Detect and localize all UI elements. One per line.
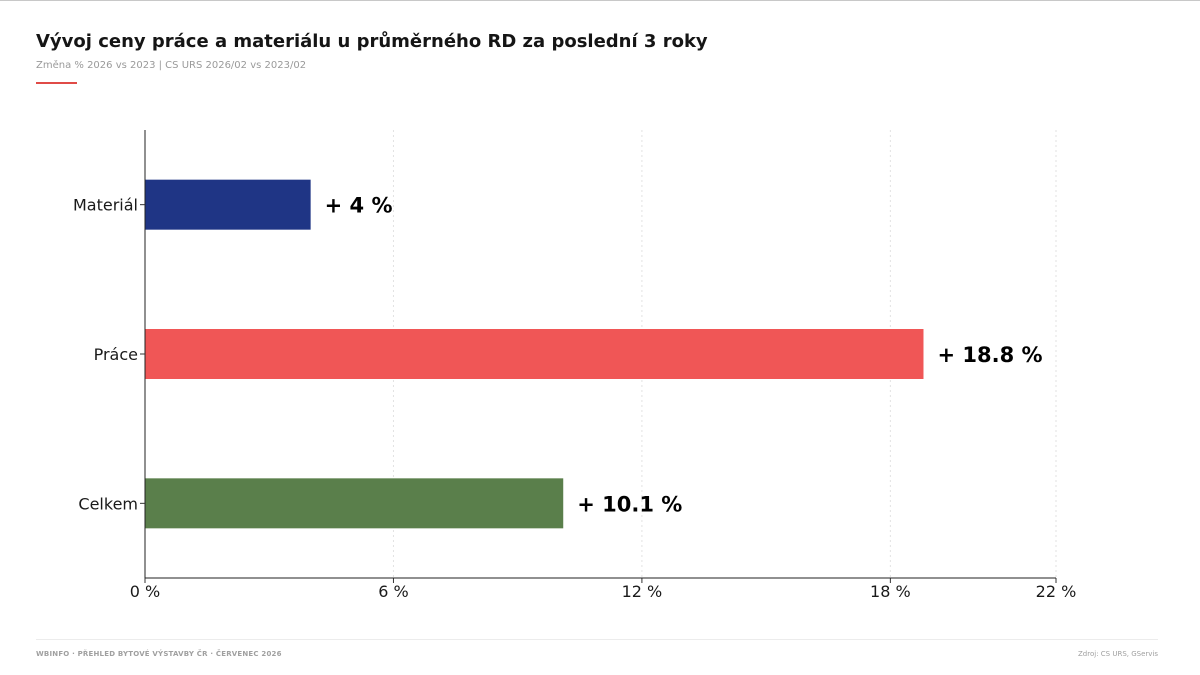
data-label: + 18.8 % xyxy=(937,343,1042,367)
category-label: Celkem xyxy=(78,494,138,513)
title-accent-rule xyxy=(36,82,77,84)
x-tick-label: 18 % xyxy=(870,582,911,601)
x-tick-label: 0 % xyxy=(130,582,160,601)
x-tick-label: 22 % xyxy=(1036,582,1077,601)
category-label: Práce xyxy=(94,345,138,364)
chart-bars xyxy=(145,179,924,529)
x-tick-label: 12 % xyxy=(622,582,663,601)
x-tick-label: 6 % xyxy=(378,582,408,601)
data-label: + 4 % xyxy=(325,194,393,218)
chart-title: Vývoj ceny práce a materiálu u průměrnéh… xyxy=(36,31,708,52)
footer-divider xyxy=(36,639,1158,640)
bar-2 xyxy=(145,329,924,379)
footer-source: Zdroj: CS URS, GServis xyxy=(1078,650,1158,658)
data-label: + 10.1 % xyxy=(577,492,682,516)
footer-publication: WBINFO · PŘEHLED BYTOVÉ VÝSTAVBY ČR · ČE… xyxy=(36,650,282,658)
bar-3 xyxy=(145,478,564,529)
bar-1 xyxy=(145,179,311,230)
chart-subtitle: Změna % 2026 vs 2023 | CS URS 2026/02 vs… xyxy=(36,60,307,71)
category-label: Materiál xyxy=(73,196,138,215)
chart-axes xyxy=(140,130,1057,583)
chart-labels: 0 % 6 % 12 % 18 % 22 % Materiál + 4 % Práce + 18… xyxy=(73,194,1076,601)
top-border xyxy=(0,0,1200,1)
